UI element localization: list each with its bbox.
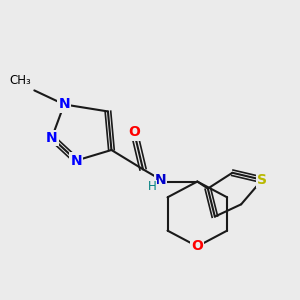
- Text: N: N: [70, 154, 82, 167]
- Text: O: O: [191, 239, 203, 254]
- Text: O: O: [128, 125, 140, 140]
- Text: CH₃: CH₃: [9, 74, 31, 87]
- Text: N: N: [58, 98, 70, 111]
- Text: N: N: [46, 131, 58, 145]
- Text: N: N: [155, 173, 166, 187]
- Text: H: H: [147, 180, 156, 193]
- Text: S: S: [257, 173, 267, 187]
